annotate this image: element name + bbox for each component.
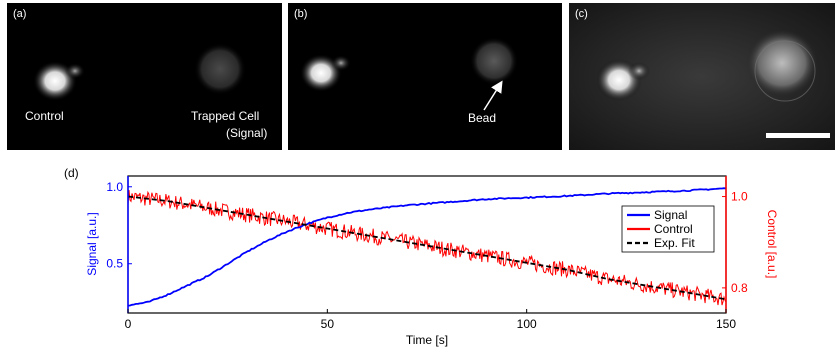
x-tick-label: 100 bbox=[517, 317, 537, 331]
scale-bar bbox=[766, 133, 830, 138]
fluorescence-image-a bbox=[33, 43, 246, 101]
fluorescence-image-c bbox=[569, 3, 835, 150]
panel-label: (a) bbox=[13, 8, 27, 20]
trapped-cell-annotation: Trapped Cell bbox=[191, 109, 260, 123]
y-left-tick-label: 1.0 bbox=[106, 180, 123, 194]
x-tick-label: 50 bbox=[321, 317, 335, 331]
legend-label: Control bbox=[654, 222, 693, 236]
y-axis-right-label: Control [a.u.] bbox=[765, 210, 779, 279]
legend-label: Signal bbox=[654, 208, 687, 222]
x-tick-label: 0 bbox=[125, 317, 132, 331]
control-annotation: Control bbox=[25, 109, 64, 123]
image-panel-c: (c) bbox=[569, 3, 835, 150]
panel-label: (c) bbox=[575, 8, 588, 20]
x-tick-label: 150 bbox=[716, 317, 736, 331]
ticks-layer: 0 50 100 150 0.5 1.0 0.8 1.0 bbox=[106, 180, 748, 331]
y-right-tick-label: 0.8 bbox=[731, 281, 748, 295]
x-axis-label: Time [s] bbox=[406, 333, 448, 347]
series-line-control bbox=[127, 190, 727, 306]
bead-annotation: Bead bbox=[468, 111, 497, 125]
fluorescence-image-b bbox=[300, 37, 518, 111]
panel-label: (b) bbox=[294, 8, 308, 20]
y-right-tick-label: 1.0 bbox=[731, 190, 748, 204]
image-panel-b: (b) Bead bbox=[288, 3, 562, 150]
series-line-exp-fit bbox=[127, 195, 727, 301]
signal-annotation: (Signal) bbox=[226, 126, 268, 140]
legend-label: Exp. Fit bbox=[654, 236, 695, 250]
image-panel-a: (a) Control Trapped Cell (Signal) bbox=[7, 3, 282, 150]
bead-arrow bbox=[483, 80, 503, 111]
series-line-signal bbox=[127, 187, 727, 307]
y-left-tick-label: 0.5 bbox=[106, 257, 123, 271]
y-axis-left-label: Signal [a.u.] bbox=[85, 212, 99, 275]
chart-panel-label: (d) bbox=[64, 166, 79, 180]
series-layer bbox=[127, 187, 727, 307]
